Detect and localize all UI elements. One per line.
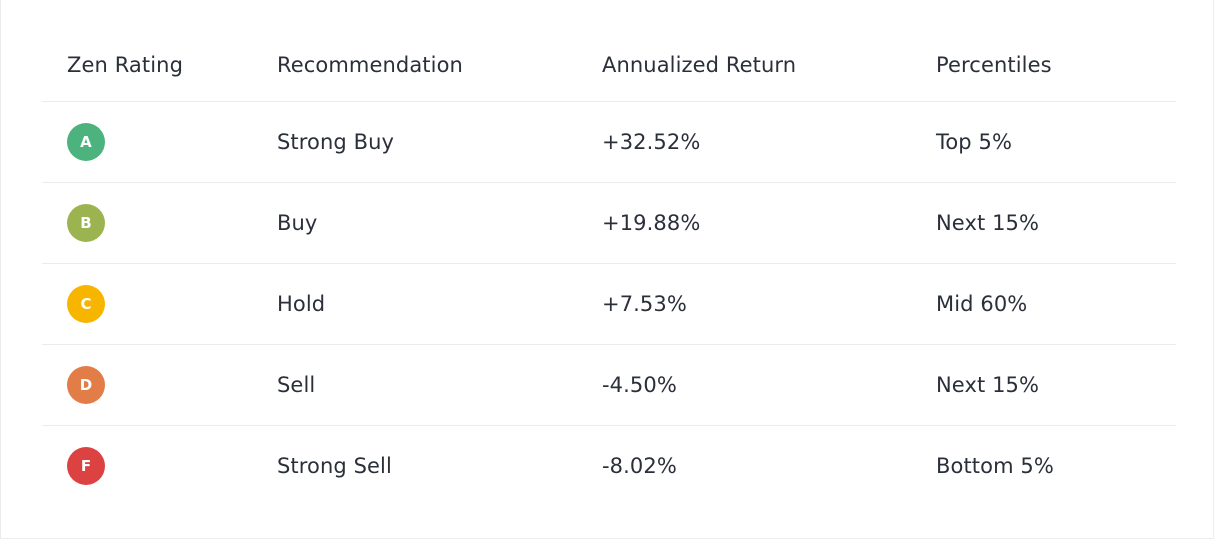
percentile-cell: Next 15%: [936, 373, 1040, 397]
percentile-cell: Bottom 5%: [936, 454, 1054, 478]
return-cell: +19.88%: [602, 211, 701, 235]
return-cell: +7.53%: [602, 292, 687, 316]
header-percentiles: Percentiles: [936, 52, 1052, 77]
table-row: F Strong Sell -8.02% Bottom 5%: [42, 426, 1176, 506]
table-row: A Strong Buy +32.52% Top 5%: [42, 102, 1176, 183]
table-header-row: Zen Rating Recommendation Annualized Ret…: [42, 28, 1176, 102]
recommendation-cell: Strong Buy: [277, 130, 395, 154]
percentile-cell: Mid 60%: [936, 292, 1028, 316]
recommendation-cell: Sell: [277, 373, 316, 397]
recommendation-cell: Buy: [277, 211, 318, 235]
percentile-cell: Top 5%: [936, 130, 1013, 154]
return-cell: -8.02%: [602, 454, 677, 478]
header-recommendation: Recommendation: [277, 52, 463, 77]
rating-badge-f: F: [67, 447, 105, 485]
table-row: D Sell -4.50% Next 15%: [42, 345, 1176, 426]
table-row: B Buy +19.88% Next 15%: [42, 183, 1176, 264]
rating-badge-a: A: [67, 123, 105, 161]
rating-badge-d: D: [67, 366, 105, 404]
recommendation-cell: Hold: [277, 292, 326, 316]
percentile-cell: Next 15%: [936, 211, 1040, 235]
return-cell: -4.50%: [602, 373, 677, 397]
rating-badge-b: B: [67, 204, 105, 242]
header-zen-rating: Zen Rating: [67, 52, 183, 77]
zen-rating-table: Zen Rating Recommendation Annualized Ret…: [42, 28, 1176, 506]
rating-badge-c: C: [67, 285, 105, 323]
recommendation-cell: Strong Sell: [277, 454, 392, 478]
return-cell: +32.52%: [602, 130, 701, 154]
table-row: C Hold +7.53% Mid 60%: [42, 264, 1176, 345]
header-annualized-return: Annualized Return: [602, 52, 797, 77]
